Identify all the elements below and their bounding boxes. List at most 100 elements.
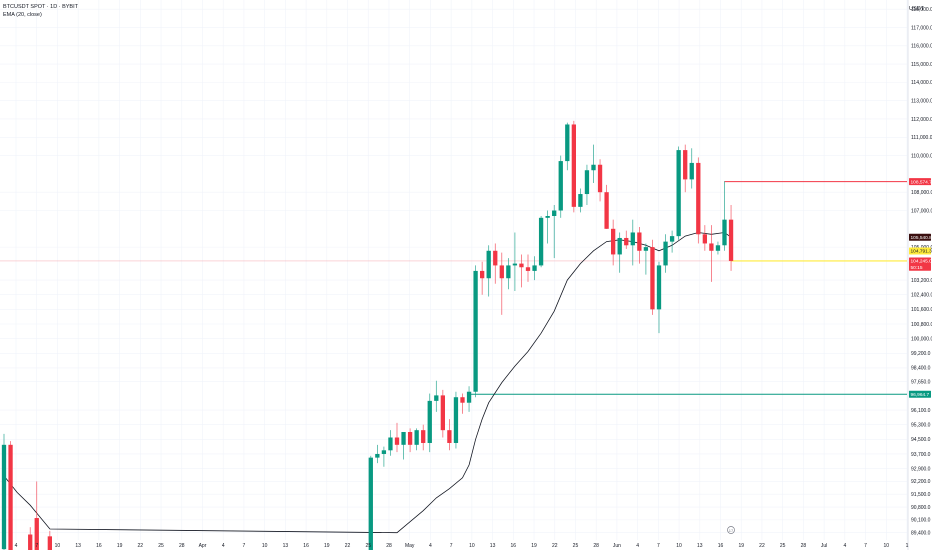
price-tag: 108,574.7 [909,178,932,185]
candle-body [670,236,674,241]
x-tick-label: Apr [199,543,207,549]
candle-body [460,397,464,402]
candle-up [2,434,6,550]
price-axis-unit: USDT [909,6,924,12]
price-tag-text: 96,964.7 [911,392,930,398]
x-tick-label: 16 [511,543,517,549]
x-tick-label: 4 [636,543,639,549]
price-tag-text: 105,540.8 [911,235,932,241]
y-tick-label: 93,700.0 [911,452,931,458]
candle-body [28,535,32,550]
indicator-label[interactable]: EMA (20, close) [3,12,42,18]
candle-body [493,251,497,266]
candle-body [401,432,405,445]
x-tick-label: Jun [613,543,621,549]
candle-body [703,234,707,243]
candle-body [421,430,425,443]
x-tick-label: 7 [450,543,453,549]
y-tick-label: 108,000.0 [911,190,932,196]
candle-body [539,218,543,266]
candle-body [572,124,576,206]
x-tick-label: Jul [821,543,827,549]
candle-body [467,392,471,403]
candle-body [611,229,615,255]
y-tick-label: 95,300.0 [911,422,931,428]
x-tick-label: 10 [469,543,475,549]
candle-body [506,265,510,278]
candle-body [578,194,582,207]
x-tick-label: 7 [243,543,246,549]
tradingview-logo-icon[interactable]: 17 [728,527,735,534]
y-tick-label: 90,100.0 [911,518,931,524]
candle-body [637,232,641,250]
candle-body [8,445,12,550]
candle-body [722,220,726,246]
x-tick-label: 19 [738,543,744,549]
y-tick-label: 110,000.0 [911,153,932,159]
price-tag: 105,540.8 [909,234,932,241]
x-tick-label: 16 [96,543,102,549]
x-tick-label: 10 [262,543,268,549]
y-tick-label: 101,600.0 [911,307,932,313]
symbol-title[interactable]: BTCUSDT SPOT · 1D · BYBIT [3,4,78,10]
x-tick-label: 13 [697,543,703,549]
x-tick-label: 25 [365,543,371,549]
y-tick-label: 99,200.0 [911,351,931,357]
svg-text:17: 17 [729,528,734,533]
candle-body [690,163,694,179]
candle-up [677,146,681,239]
x-tick-label: 22 [138,543,144,549]
y-tick-label: 92,200.0 [911,479,931,485]
x-tick-label: 28 [593,543,599,549]
candle-body [598,165,602,192]
y-tick-label: 114,000.0 [911,80,932,86]
x-tick-label: 16 [303,543,309,549]
x-tick-label: May [405,543,415,549]
candle-body [375,454,379,458]
x-tick-label: 19 [117,543,123,549]
x-tick-label: 13 [490,543,496,549]
candle-down [650,240,654,315]
x-tick-label: 10 [676,543,682,549]
y-tick-label: 103,200.0 [911,278,932,284]
price-tag-text: 104,791.3 [911,249,932,255]
candle-body [408,432,412,445]
y-tick-label: 115,000.0 [911,62,932,68]
candle-body [552,211,556,216]
y-tick-label: 90,800.0 [911,505,931,511]
candle-body [434,395,438,400]
price-tag-text: 108,574.7 [911,179,932,185]
candle-body [683,150,687,179]
x-tick-label: 10 [883,543,889,549]
candle-body [369,458,373,550]
x-tick-label: 28 [179,543,185,549]
candle-body [526,267,530,271]
candle-body [644,247,648,251]
x-tick-label: 25 [158,543,164,549]
candle-body [663,242,667,266]
candle-body [388,437,392,450]
y-tick-label: 97,650.0 [911,379,931,385]
candle-body [487,251,491,278]
x-tick-label: 13 [283,543,289,549]
candle-up [539,216,543,267]
candle-body [473,271,477,392]
x-tick-label: 1 [906,543,909,549]
x-tick-label: 19 [531,543,537,549]
x-tick-label: 28 [386,543,392,549]
candle-down [572,121,576,213]
candle-down [696,157,700,243]
candle-body [657,265,661,309]
x-tick-label: 16 [718,543,724,549]
candle-body [677,150,681,236]
y-tick-label: 116,000.0 [911,44,932,50]
candle-body [480,271,484,278]
y-tick-label: 96,100.0 [911,408,931,414]
y-tick-label: 94,500.0 [911,437,931,443]
candle-body [441,395,445,430]
candle-body [454,397,458,443]
candle-body [415,430,419,445]
candle-body [559,161,563,210]
y-tick-label: 91,500.0 [911,492,931,498]
